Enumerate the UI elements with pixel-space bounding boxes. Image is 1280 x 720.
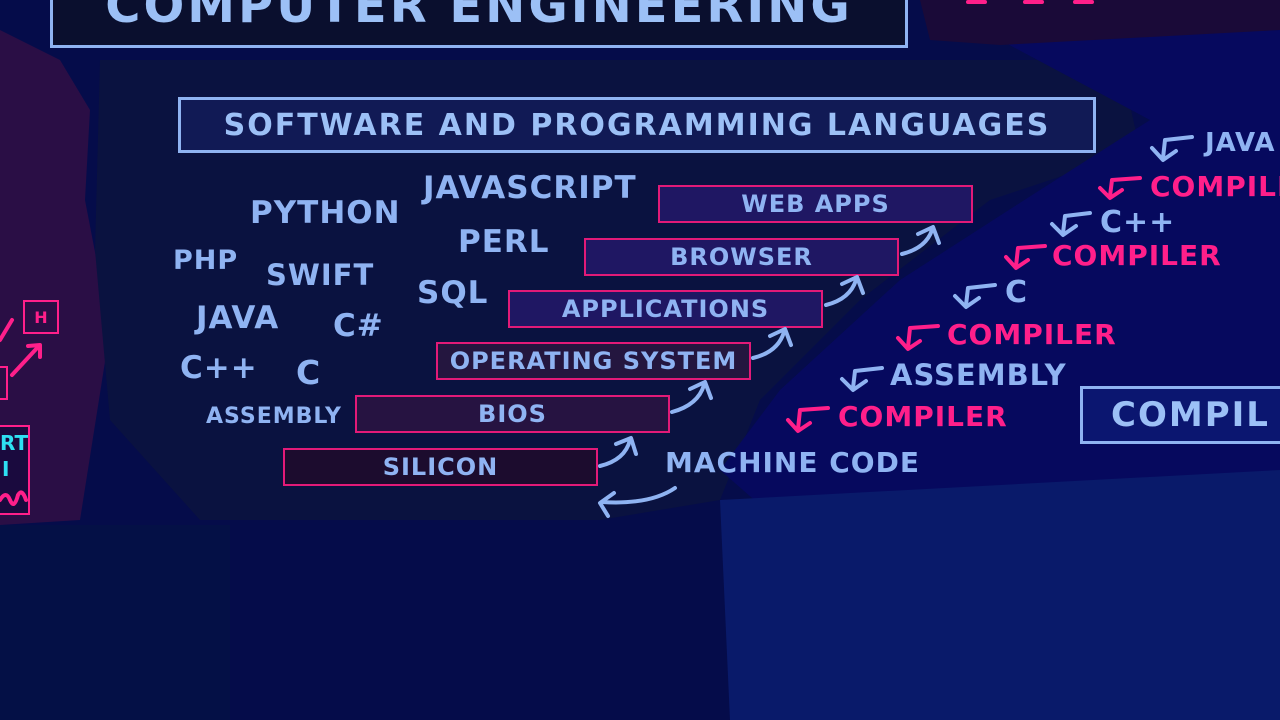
- arrow-os-apps: [751, 330, 786, 360]
- chain-compiler-1: COMPILE: [1150, 170, 1280, 203]
- machine-code-label: MACHINE CODE: [665, 446, 920, 479]
- left-h-box: H: [23, 300, 59, 334]
- chain-cpp: C++: [1100, 205, 1176, 240]
- arrow-chain-c: [964, 283, 997, 307]
- language-python: PYTHON: [250, 195, 401, 231]
- header-title: COMPUTER ENGINEERING: [105, 0, 853, 34]
- compiler-box: COMPIL: [1080, 386, 1280, 444]
- chain-c: C: [1005, 275, 1029, 310]
- arrow-left-h: [10, 345, 40, 377]
- stack-bios: BIOS: [355, 395, 670, 433]
- chain-compiler-4: COMPILER: [838, 400, 1008, 433]
- language-sql: SQL: [417, 275, 489, 311]
- stack-web-apps: WEB APPS: [658, 185, 973, 223]
- stack-silicon: SILICON: [283, 448, 598, 486]
- stack-operating-system: OPERATING SYSTEM: [436, 342, 751, 380]
- arrow-chain-cpp: [1061, 211, 1092, 235]
- arrow-chain-compiler-1: [1108, 176, 1142, 198]
- arrow-chain-compiler-3: [906, 324, 940, 349]
- header-title-box: COMPUTER ENGINEERING: [50, 0, 908, 48]
- chain-compiler-3: COMPILER: [947, 318, 1117, 351]
- language-cpp: C++: [180, 350, 258, 386]
- arrow-chain-compiler-2: [1014, 244, 1047, 268]
- language-java: JAVA: [196, 300, 280, 336]
- language-c: C: [296, 353, 322, 392]
- arrow-chain-java: [1161, 135, 1194, 160]
- chain-compiler-2: COMPILER: [1052, 239, 1222, 272]
- arrow-machine-code-loop: [600, 486, 677, 505]
- stack-browser: BROWSER: [584, 238, 899, 276]
- section-title-box: SOFTWARE AND PROGRAMMING LANGUAGES: [178, 97, 1096, 153]
- language-javascript: JAVASCRIPT: [423, 170, 637, 206]
- language-assembly: ASSEMBLY: [206, 404, 342, 429]
- language-perl: PERL: [458, 224, 550, 260]
- arrow-apps-browser: [824, 278, 858, 307]
- compiler-box-label: COMPIL: [1111, 395, 1270, 435]
- stack-applications: APPLICATIONS: [508, 290, 823, 328]
- left-i-label: I: [2, 457, 10, 481]
- arrow-silicon-bios: [598, 438, 632, 468]
- language-php: PHP: [173, 245, 239, 276]
- language-swift: SWIFT: [266, 258, 375, 292]
- arrow-bios-os: [670, 383, 706, 414]
- language-csharp: C#: [333, 308, 384, 344]
- left-rt-label: RT: [0, 431, 29, 455]
- section-title: SOFTWARE AND PROGRAMMING LANGUAGES: [223, 107, 1051, 143]
- chain-assembly: ASSEMBLY: [890, 358, 1067, 392]
- left-h-label: H: [34, 307, 48, 327]
- arrow-chain-compiler-4: [796, 406, 830, 431]
- arrow-browser-webapps: [900, 228, 934, 256]
- left-small-box: [0, 366, 8, 400]
- chain-java: JAVA: [1205, 128, 1276, 158]
- arrow-chain-assembly: [851, 366, 884, 390]
